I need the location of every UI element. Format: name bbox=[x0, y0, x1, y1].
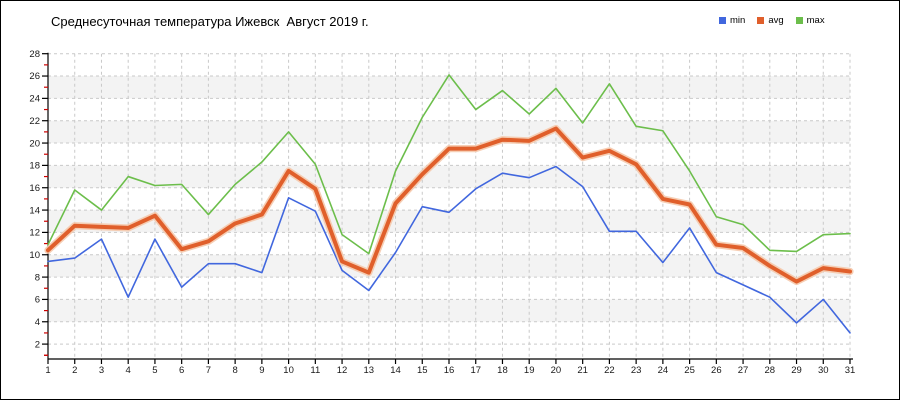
x-tick-label: 8 bbox=[232, 365, 237, 376]
x-tick-label: 21 bbox=[577, 365, 588, 376]
x-tick-label: 20 bbox=[551, 365, 562, 376]
x-tick-label: 1 bbox=[45, 365, 50, 376]
x-tick-label: 28 bbox=[765, 365, 776, 376]
legend: min avg max bbox=[719, 16, 825, 26]
x-tick-label: 23 bbox=[631, 365, 642, 376]
x-tick-label: 30 bbox=[818, 365, 829, 376]
y-tick-label: 14 bbox=[29, 205, 40, 216]
y-tick-label: 28 bbox=[29, 49, 40, 60]
shade-band bbox=[48, 76, 850, 99]
x-tick-label: 27 bbox=[738, 365, 749, 376]
y-tick-label: 24 bbox=[29, 94, 40, 105]
x-tick-label: 13 bbox=[364, 365, 375, 376]
x-tick-label: 29 bbox=[791, 365, 802, 376]
x-tick-label: 12 bbox=[337, 365, 348, 376]
y-tick-label: 20 bbox=[29, 138, 40, 149]
x-tick-label: 18 bbox=[497, 365, 508, 376]
legend-item-avg: avg bbox=[757, 15, 784, 26]
x-tick-label: 26 bbox=[711, 365, 722, 376]
x-tick-label: 3 bbox=[99, 365, 104, 376]
y-tick-label: 12 bbox=[29, 228, 40, 239]
shade-band bbox=[48, 299, 850, 322]
x-tick-label: 7 bbox=[206, 365, 211, 376]
y-tick-label: 18 bbox=[29, 161, 40, 172]
series-max-line bbox=[47, 74, 851, 255]
y-tick-label: 22 bbox=[29, 116, 40, 127]
avg-series-label: avg bbox=[768, 15, 784, 26]
x-tick-label: 25 bbox=[684, 365, 695, 376]
min-series-swatch bbox=[719, 17, 726, 25]
x-tick-label: 31 bbox=[845, 365, 856, 376]
y-tick-label: 6 bbox=[35, 295, 40, 306]
x-tick-label: 24 bbox=[658, 365, 669, 376]
y-tick-label: 26 bbox=[29, 71, 40, 82]
x-tick-label: 14 bbox=[390, 365, 401, 376]
x-tick-label: 19 bbox=[524, 365, 535, 376]
legend-item-max: max bbox=[795, 15, 825, 26]
x-tick-label: 2 bbox=[72, 365, 77, 376]
y-tick-label: 10 bbox=[29, 250, 40, 261]
x-tick-label: 10 bbox=[283, 365, 294, 376]
x-tick-label: 16 bbox=[444, 365, 455, 376]
x-tick-label: 4 bbox=[126, 365, 131, 376]
max-series-label: max bbox=[806, 15, 825, 26]
x-tick-label: 15 bbox=[417, 365, 428, 376]
y-tick-label: 2 bbox=[35, 339, 40, 350]
y-tick-label: 16 bbox=[29, 183, 40, 194]
x-tick-label: 22 bbox=[604, 365, 615, 376]
max-series-swatch bbox=[795, 17, 803, 25]
avg-series-swatch bbox=[757, 17, 765, 25]
min-series-label: min bbox=[730, 15, 746, 26]
series-avg-line bbox=[46, 126, 852, 284]
legend-item-min: min bbox=[719, 16, 745, 26]
x-tick-label: 5 bbox=[152, 365, 157, 376]
chart-title: Среднесуточная температура Ижевск Август… bbox=[51, 14, 369, 29]
x-tick-label: 6 bbox=[179, 365, 184, 376]
y-tick-label: 8 bbox=[35, 272, 40, 283]
x-tick-label: 17 bbox=[470, 365, 481, 376]
y-tick-label: 4 bbox=[35, 317, 40, 328]
x-tick-label: 9 bbox=[259, 365, 264, 376]
x-tick-label: 11 bbox=[310, 365, 320, 376]
series-min-line bbox=[47, 165, 851, 334]
